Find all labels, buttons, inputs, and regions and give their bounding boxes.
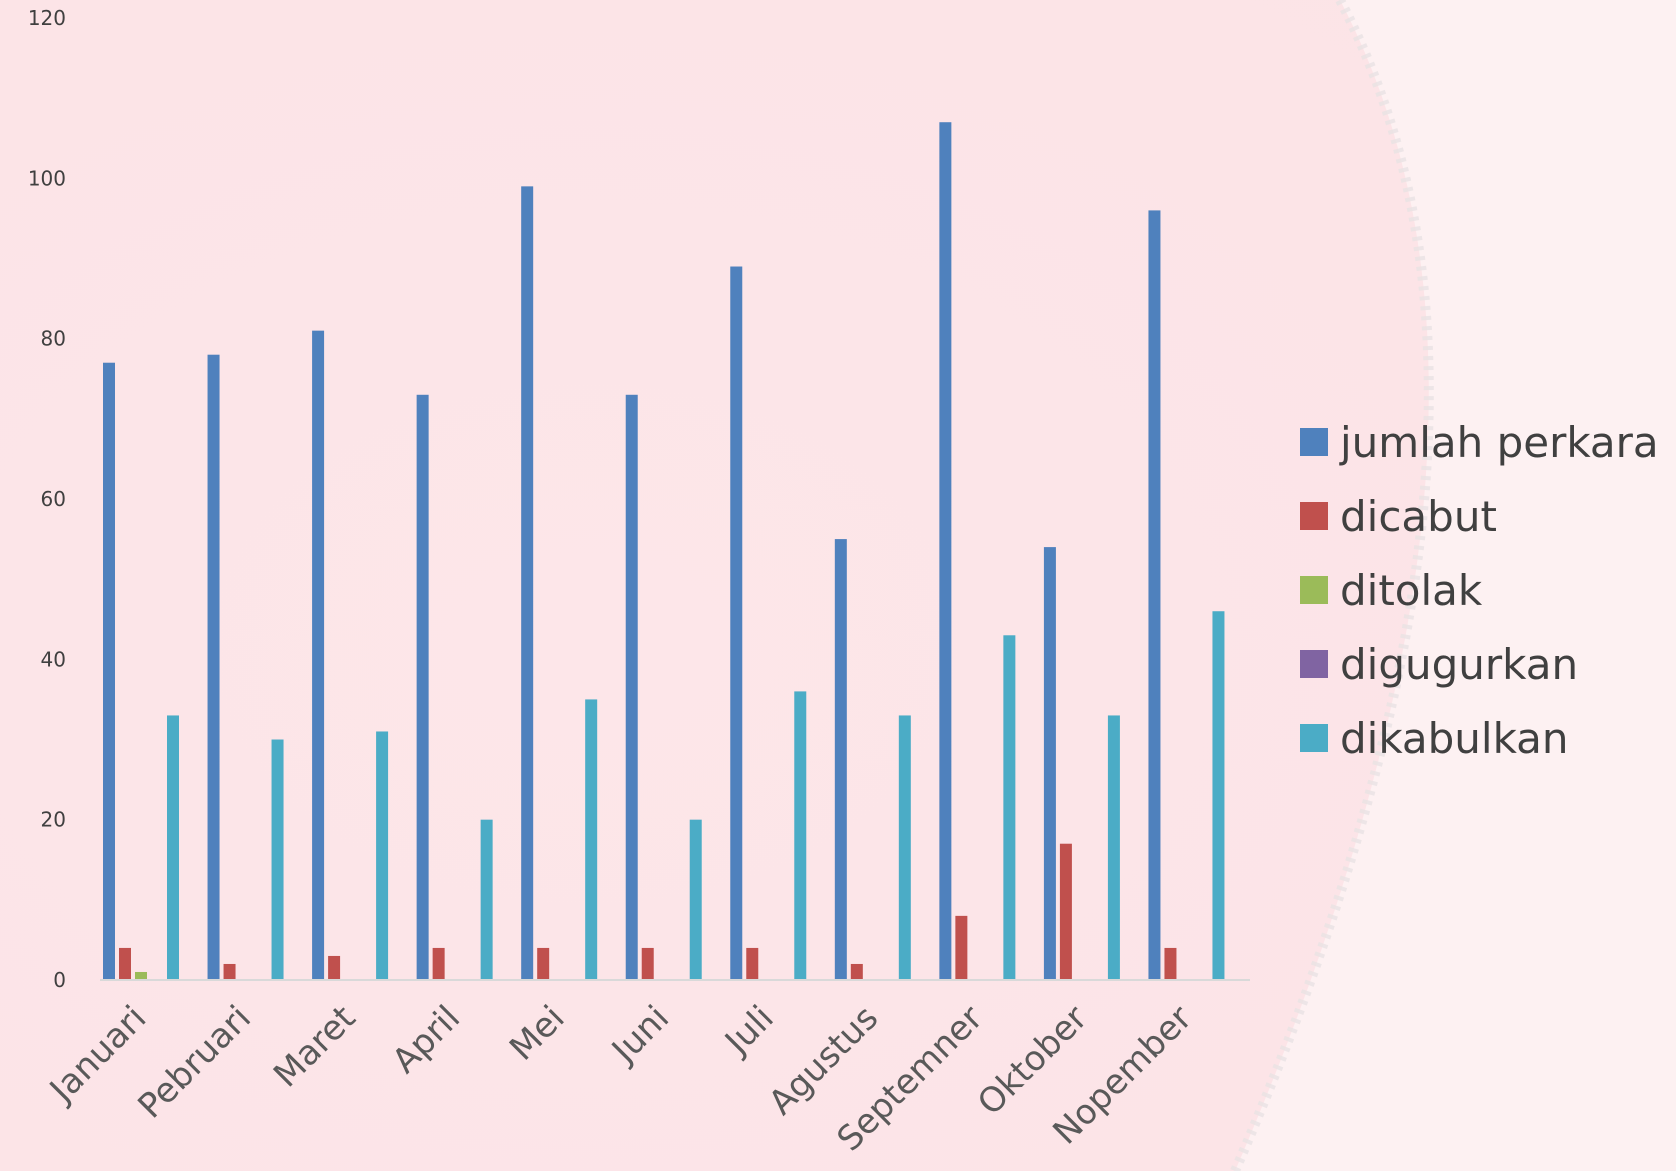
bar-dikabulkan-oktober [1107, 715, 1120, 980]
y-tick-label: 40 [41, 647, 66, 671]
bar-dicabut-agustus [850, 963, 863, 980]
y-axis: 0 20 40 60 80 100 120 [28, 6, 66, 992]
y-tick-label: 0 [53, 968, 66, 992]
legend-swatch [1300, 428, 1328, 456]
legend-label: jumlah perkara [1339, 418, 1659, 467]
bar-jumlah-perkara-april [416, 394, 429, 980]
bars [103, 122, 1225, 981]
legend-swatch [1300, 576, 1328, 604]
y-tick-label: 20 [41, 808, 66, 832]
bar-dikabulkan-april [480, 819, 493, 980]
legend-label: digugurkan [1340, 640, 1578, 689]
bar-dicabut-april [432, 947, 445, 980]
bar-dicabut-oktober [1059, 843, 1072, 980]
bar-dicabut-septemner [955, 915, 968, 980]
bar-dikabulkan-januari [167, 715, 179, 980]
bar-jumlah-perkara-juni [625, 394, 638, 980]
y-tick-label: 100 [28, 166, 66, 190]
legend-label: dikabulkan [1340, 714, 1569, 763]
bar-jumlah-perkara-januari [103, 362, 115, 980]
legend-label: dicabut [1340, 492, 1497, 541]
y-tick-label: 60 [41, 487, 66, 511]
bar-jumlah-perkara-maret [312, 330, 325, 980]
bar-dikabulkan-juli [794, 691, 807, 980]
bar-dicabut-nopember [1164, 947, 1177, 980]
background-swoosh-edge [1230, 0, 1434, 1171]
legend-swatch [1300, 650, 1328, 678]
bar-jumlah-perkara-oktober [1043, 547, 1056, 980]
legend-label: ditolak [1340, 566, 1483, 615]
bar-jumlah-perkara-agustus [834, 539, 847, 980]
bar-dikabulkan-juni [689, 819, 702, 980]
bar-dikabulkan-pebruari [271, 739, 284, 980]
y-tick-label: 80 [41, 327, 66, 351]
bar-ditolak-januari [135, 971, 147, 980]
bar-dikabulkan-agustus [898, 715, 911, 980]
bar-dicabut-maret [328, 955, 341, 980]
bar-dicabut-juni [641, 947, 654, 980]
bar-dicabut-juli [746, 947, 759, 980]
bar-dicabut-mei [537, 947, 550, 980]
legend-swatch [1300, 724, 1328, 752]
y-tick-label: 120 [28, 6, 66, 30]
bar-jumlah-perkara-nopember [1148, 210, 1161, 980]
legend-swatch [1300, 502, 1328, 530]
bar-dikabulkan-maret [376, 731, 389, 980]
bar-jumlah-perkara-septemner [939, 122, 952, 980]
bar-dicabut-pebruari [223, 963, 236, 980]
bar-jumlah-perkara-mei [521, 186, 534, 981]
legend: jumlah perkara dicabut ditolak digugurkan di… [1300, 418, 1659, 763]
bar-jumlah-perkara-pebruari [207, 354, 220, 980]
bar-dikabulkan-mei [585, 699, 598, 980]
bar-jumlah-perkara-juli [730, 266, 743, 980]
bar-dicabut-januari [119, 947, 131, 980]
bar-dikabulkan-septemner [1003, 635, 1016, 980]
bar-dikabulkan-nopember [1212, 611, 1225, 980]
